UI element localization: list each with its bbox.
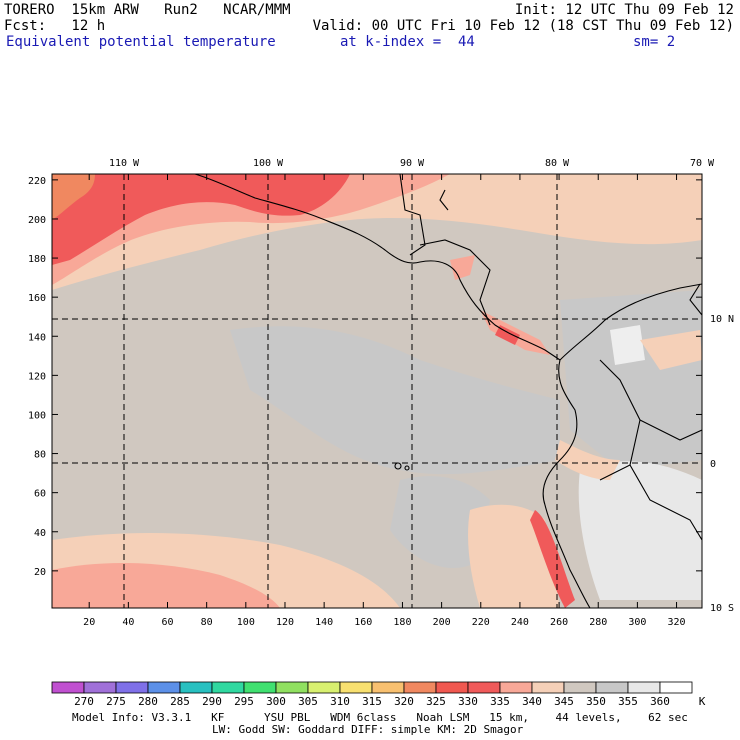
forecast-hour: Fcst: 12 h <box>4 18 106 34</box>
model-info: Model Info: V3.3.1 KF YSU PBL WDM 6class… <box>72 711 688 724</box>
colorbar-label: 275 <box>106 695 126 708</box>
colorbar-swatch <box>531 681 565 694</box>
longitude-labels: 110 W 100 W 90 W 80 W 70 W <box>109 158 715 169</box>
lat-label: 0 <box>710 459 716 470</box>
x-tick-label: 100 <box>237 617 255 628</box>
map-fill <box>52 174 702 608</box>
colorbar-label: 355 <box>618 695 638 708</box>
y-tick-label: 60 <box>34 489 46 500</box>
colorbar-label: 310 <box>330 695 350 708</box>
x-tick-label: 180 <box>393 617 411 628</box>
colorbar-swatch <box>403 681 437 694</box>
colorbar-swatch <box>627 681 661 694</box>
x-tick-label: 280 <box>589 617 607 628</box>
lon-label: 110 W <box>109 158 140 169</box>
model-title: TORERO 15km ARW Run2 NCAR/MMM <box>4 2 291 18</box>
y-tick-label: 80 <box>34 450 46 461</box>
colorbar-swatch <box>307 681 341 694</box>
colorbar-label: 270 <box>74 695 94 708</box>
colorbar-swatch <box>595 681 629 694</box>
colorbar-label: 305 <box>298 695 318 708</box>
colorbar-label: 295 <box>234 695 254 708</box>
x-tick-label: 80 <box>201 617 213 628</box>
coastlines <box>194 174 702 608</box>
colorbar-label: 350 <box>586 695 606 708</box>
colorbar-label: 315 <box>362 695 382 708</box>
x-tick-label: 160 <box>354 617 372 628</box>
init-time: Init: 12 UTC Thu 09 Feb 12 <box>514 2 734 18</box>
colorbar-swatch <box>435 681 469 694</box>
y-tick-label: 160 <box>28 293 46 304</box>
colorbar-swatch <box>115 681 149 694</box>
x-tick-label: 140 <box>315 617 333 628</box>
colorbar-swatch <box>211 681 245 694</box>
x-tick-label: 220 <box>472 617 490 628</box>
latitude-labels: 10 N 0 10 S <box>710 314 734 614</box>
colorbar-swatch <box>339 681 373 694</box>
y-tick-label: 220 <box>28 176 46 187</box>
colorbar-swatch <box>179 681 213 694</box>
colorbar-label: 325 <box>426 695 446 708</box>
physics-info: LW: Godd SW: Goddard DIFF: simple KM: 2D… <box>212 723 524 736</box>
lat-label: 10 S <box>710 603 734 614</box>
x-tick-label: 320 <box>668 617 686 628</box>
y-axis: 20 40 60 80 100 120 140 160 180 200 220 <box>28 176 702 578</box>
colorbar-label: 330 <box>458 695 478 708</box>
colorbar-swatch <box>51 681 85 694</box>
lon-label: 90 W <box>400 158 425 169</box>
x-tick-label: 20 <box>83 617 95 628</box>
smoothing: sm= 2 <box>633 34 676 50</box>
colorbar-unit: K <box>699 695 706 708</box>
colorbar-swatch <box>371 681 405 694</box>
valid-time: Valid: 00 UTC Fri 10 Feb 12 (18 CST Thu … <box>312 18 734 34</box>
colorbar-label: 335 <box>490 695 510 708</box>
x-tick-label: 60 <box>161 617 173 628</box>
x-axis: 20 40 60 80 100 120 140 160 180 200 220 240 260 280 30… <box>83 174 686 628</box>
y-tick-label: 20 <box>34 567 46 578</box>
y-tick-label: 40 <box>34 528 46 539</box>
x-tick-label: 300 <box>628 617 646 628</box>
lon-label: 70 W <box>690 158 715 169</box>
lon-label: 100 W <box>253 158 284 169</box>
colorbar-swatch <box>275 681 309 694</box>
lat-label: 10 N <box>710 314 734 325</box>
colorbar-swatch <box>659 681 693 694</box>
y-tick-label: 180 <box>28 254 46 265</box>
colorbar-label: 290 <box>202 695 222 708</box>
colorbar-label: 340 <box>522 695 542 708</box>
field-name: Equivalent potential temperature <box>6 34 276 50</box>
map-frame <box>51 173 703 609</box>
y-tick-label: 120 <box>28 371 46 382</box>
colorbar-label: 320 <box>394 695 414 708</box>
colorbar-label: 300 <box>266 695 286 708</box>
colorbar-label: 360 <box>650 695 670 708</box>
lon-label: 80 W <box>545 158 570 169</box>
colorbar: 270 275 280 285 290 295 300 305 310 315 320 325 330 3… <box>51 681 706 708</box>
x-tick-label: 260 <box>550 617 568 628</box>
colorbar-swatch <box>499 681 533 694</box>
colorbar-swatch <box>243 681 277 694</box>
graticule <box>52 174 702 608</box>
y-tick-label: 100 <box>28 410 46 421</box>
colorbar-label: 280 <box>138 695 158 708</box>
colorbar-swatch <box>467 681 501 694</box>
colorbar-swatch <box>83 681 117 694</box>
colorbar-label: 345 <box>554 695 574 708</box>
x-tick-label: 240 <box>511 617 529 628</box>
x-tick-label: 40 <box>122 617 134 628</box>
colorbar-swatch <box>147 681 181 694</box>
colorbar-label: 285 <box>170 695 190 708</box>
x-tick-label: 200 <box>433 617 451 628</box>
y-tick-label: 200 <box>28 215 46 226</box>
x-tick-label: 120 <box>276 617 294 628</box>
colorbar-swatch <box>563 681 597 694</box>
level-index: at k-index = 44 <box>340 34 475 50</box>
y-tick-label: 140 <box>28 332 46 343</box>
